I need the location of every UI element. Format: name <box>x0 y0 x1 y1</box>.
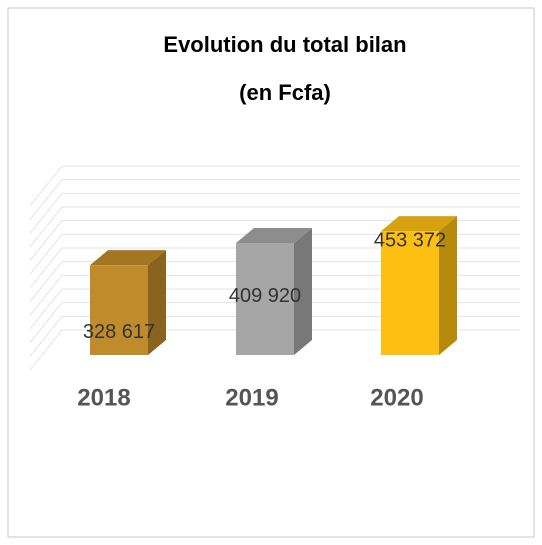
grid-line <box>29 179 520 220</box>
bar-top <box>90 250 166 266</box>
bar-top <box>236 227 312 243</box>
bar <box>381 231 439 355</box>
x-tick-label: 2018 <box>77 384 130 411</box>
grid-line <box>29 288 520 330</box>
bar-top <box>381 216 457 232</box>
x-tick-label: 2019 <box>225 384 278 411</box>
grid-line <box>29 261 520 302</box>
chart-title: Evolution du total bilan <box>163 32 406 57</box>
bar <box>90 265 148 355</box>
data-label: 409 920 <box>229 285 301 307</box>
grid-line <box>29 302 520 343</box>
grid-line <box>29 233 520 275</box>
data-label: 453 372 <box>374 229 446 251</box>
grid-line <box>29 220 520 261</box>
x-tick-label: 2020 <box>370 384 423 411</box>
bar-side <box>294 227 312 355</box>
bar-side <box>439 216 457 355</box>
grid-line <box>29 274 520 316</box>
data-label: 328 617 <box>83 321 155 343</box>
grid-line <box>29 192 520 234</box>
grid-line <box>29 247 520 289</box>
chart-subtitle: (en Fcfa) <box>239 80 331 105</box>
bar <box>236 242 294 355</box>
grid-line <box>29 329 520 371</box>
grid-line <box>29 206 520 248</box>
grid-line <box>29 315 520 357</box>
grid-line <box>29 165 520 207</box>
bar-side <box>148 250 166 355</box>
